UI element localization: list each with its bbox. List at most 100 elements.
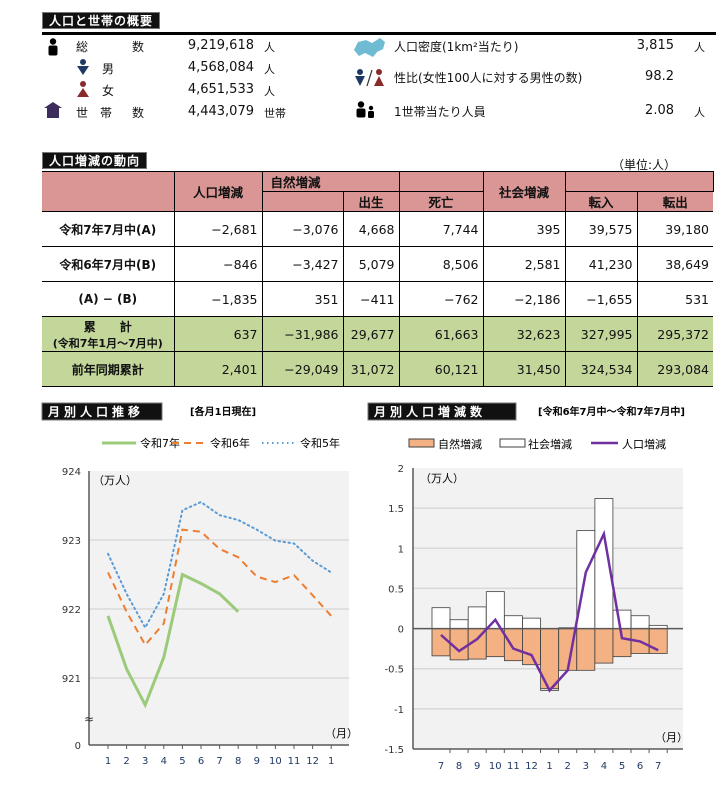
social-bar — [612, 609, 632, 629]
household-label-a: 世 帯 — [76, 106, 113, 120]
density-unit: 人 — [694, 41, 705, 54]
natural-bar — [522, 628, 541, 666]
social-bar — [576, 530, 596, 629]
cell-natural: −3,076 — [261, 211, 344, 247]
cell-in: 324,534 — [564, 351, 638, 387]
x-tick-label: 11 — [507, 761, 520, 772]
header-out: 転出 — [636, 191, 713, 212]
total-label-b: 数 — [132, 40, 145, 54]
divider — [42, 32, 716, 35]
natural-bar — [503, 628, 523, 662]
household-members-icon — [356, 101, 374, 118]
social-bar — [449, 619, 469, 629]
x-tick-label: 6 — [637, 761, 643, 772]
cell-births: 5,079 — [342, 246, 400, 282]
x-tick-label: 4 — [601, 761, 607, 772]
male-icon — [77, 59, 89, 75]
y-tick-label: -1 — [394, 705, 404, 716]
cell-natural: −31,986 — [261, 316, 344, 352]
cell-total: −1,835 — [173, 281, 263, 317]
row-label: 令和7年7月中(A) — [42, 211, 175, 247]
cell-social: 31,450 — [482, 351, 566, 387]
x-tick-label: 5 — [619, 761, 625, 772]
map-icon — [354, 38, 385, 57]
x-unit-label: （月） — [655, 731, 688, 744]
cell-social: 2,581 — [482, 246, 566, 282]
trend-table: 人口増減 自然増減 社会増減 出生 死亡 転入 転出 令和7年7月中(A) −2,… — [42, 171, 714, 387]
cell-out: 39,180 — [636, 211, 713, 247]
legend-label: 令和5年 — [300, 436, 340, 450]
row-label-text: (A) − (B) — [78, 292, 138, 306]
header-deaths: 死亡 — [398, 191, 484, 212]
chart-title: 月別人口推移 — [47, 404, 144, 419]
cell-total: 637 — [173, 316, 263, 352]
plot-area — [413, 468, 683, 749]
cell-births: 31,072 — [342, 351, 400, 387]
natural-bar — [576, 628, 596, 671]
household-unit: 世帯 — [264, 107, 286, 120]
row-label-text: 前年同期累計 — [71, 362, 144, 377]
x-unit-label: （月） — [325, 727, 358, 740]
sex-ratio-label: 性比(女性100人に対する男性の数) — [394, 71, 583, 85]
social-bar — [431, 607, 451, 629]
natural-bar — [594, 628, 614, 664]
y-tick-label: 0 — [398, 625, 404, 636]
sex-ratio-icon — [355, 69, 384, 87]
legend-swatch — [499, 438, 526, 448]
female-value: 4,651,533 — [187, 82, 254, 97]
series-line-令和7年 — [106, 572, 240, 709]
y-tick-label: -1.5 — [384, 745, 404, 756]
y-tick-label: 1 — [398, 544, 404, 555]
header-in: 転入 — [564, 191, 638, 212]
social-bar — [630, 615, 650, 629]
x-tick-label: 7 — [438, 761, 444, 772]
row-sublabel: (令和7年1月～7月中) — [52, 336, 163, 350]
header-natural: 自然増減 — [261, 171, 400, 192]
x-tick-label: 7 — [216, 756, 222, 767]
chart-subtitle: [令和6年7月中～令和7年7月中] — [538, 405, 685, 418]
x-tick-label: 7 — [655, 761, 661, 772]
cell-out: 295,372 — [636, 316, 713, 352]
plot-area — [89, 471, 349, 745]
table-row: 令和7年7月中(A) −2,681 −3,076 4,668 7,744 395 39,57… — [42, 211, 713, 247]
x-tick-label: 1 — [328, 756, 334, 767]
series-line-令和6年 — [107, 528, 332, 647]
axis-break-icon: ≈ — [84, 712, 94, 726]
x-tick-label: 10 — [489, 761, 502, 772]
row-label: 累 計 (令和7年1月～7月中) — [42, 316, 175, 352]
y-tick-label: -0.5 — [384, 665, 404, 676]
row-label: (A) − (B) — [42, 281, 175, 317]
cell-deaths: 60,121 — [398, 351, 484, 387]
legend-label: 人口増減 — [622, 437, 666, 451]
x-tick-label: 10 — [269, 756, 282, 767]
cell-social: −2,186 — [482, 281, 566, 317]
y-tick-label: 924 — [62, 467, 81, 478]
x-tick-label: 6 — [198, 756, 204, 767]
density-value: 3,815 — [636, 38, 674, 53]
table-row: 前年同期累計 2,401 −29,049 31,072 60,121 31,450 324,… — [42, 351, 713, 387]
y-tick-label: 923 — [62, 536, 81, 547]
cell-deaths: 8,506 — [398, 246, 484, 282]
x-tick-label: 11 — [288, 756, 301, 767]
legend-label: 自然増減 — [438, 437, 482, 451]
y-tick-label: 0.5 — [388, 584, 404, 595]
x-tick-label: 12 — [306, 756, 319, 767]
total-change-line — [440, 529, 659, 693]
y-tick-label: 922 — [62, 605, 81, 616]
cell-natural: −3,427 — [261, 246, 344, 282]
male-value: 4,568,084 — [187, 60, 254, 75]
series-line-令和5年 — [107, 500, 333, 630]
cell-total: −2,681 — [173, 211, 263, 247]
members-value: 2.08 — [645, 103, 674, 118]
chart-title: 月別人口増減数 — [373, 404, 486, 419]
male-label: 男 — [102, 62, 115, 76]
y-unit-label: （万人） — [93, 474, 137, 487]
natural-bar — [485, 628, 505, 658]
x-tick-label: 12 — [525, 761, 538, 772]
cell-deaths: −762 — [398, 281, 484, 317]
unit-note: （単位:人） — [612, 158, 677, 172]
cell-births: −411 — [342, 281, 400, 317]
row-label: 前年同期累計 — [42, 351, 175, 387]
cell-total: −846 — [173, 246, 263, 282]
